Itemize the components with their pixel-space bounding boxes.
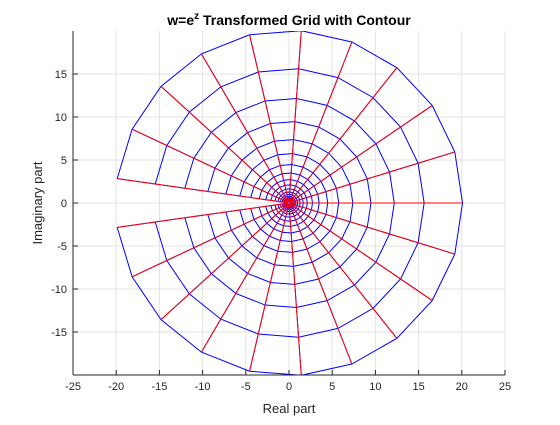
contour-ray (289, 105, 433, 203)
y-tick-label: 15 (55, 69, 67, 81)
x-tick-label: 25 (499, 381, 511, 393)
x-tick-label: -25 (65, 381, 81, 393)
contour-ray (249, 204, 290, 372)
contour-ray (160, 85, 289, 203)
x-tick-label: 20 (456, 381, 468, 393)
x-tick-label: -5 (241, 381, 251, 393)
x-axis-label: Real part (263, 401, 316, 416)
contour-ray (288, 203, 353, 365)
x-tick-label: -10 (195, 381, 211, 393)
y-tick-label: -15 (51, 327, 67, 339)
x-tick-label: 10 (369, 381, 381, 393)
x-tick-label: 0 (286, 381, 292, 393)
contour-ray (288, 204, 302, 375)
contour-ray (288, 31, 302, 202)
contour-ray (117, 178, 288, 204)
y-tick-label: -5 (57, 241, 67, 253)
y-tick-label: 0 (61, 198, 67, 210)
contour-ray (160, 203, 289, 321)
contour-ray (289, 203, 398, 339)
contour-ray (200, 53, 289, 203)
contour-ray (289, 202, 455, 255)
contour-ray (289, 67, 398, 203)
x-tick-label: 15 (412, 381, 424, 393)
contour-ray (131, 128, 289, 203)
x-tick-label: 5 (329, 381, 335, 393)
contour-ray (117, 202, 288, 228)
chart-title: w=ez Transformed Grid with Contour (166, 11, 411, 28)
contour-ray (289, 151, 455, 204)
x-tick-label: -20 (108, 381, 124, 393)
y-tick-label: -10 (51, 284, 67, 296)
contour-ray (249, 34, 290, 202)
contour-ray (131, 203, 289, 278)
y-axis-label: Imaginary part (30, 161, 45, 244)
x-tick-label: -15 (151, 381, 167, 393)
contour-ray (289, 203, 433, 301)
y-tick-label: 5 (61, 155, 67, 167)
contour-ray (288, 41, 353, 203)
contour-ray (200, 203, 289, 353)
chart-title-superscript: z (194, 11, 199, 22)
axes: -25 -20 -15 -10 -5 0 5 10 15 20 25 -15 -10 -5 0 5 10 15 (51, 31, 511, 393)
plot-area (116, 31, 464, 375)
y-tick-label: 10 (55, 112, 67, 124)
